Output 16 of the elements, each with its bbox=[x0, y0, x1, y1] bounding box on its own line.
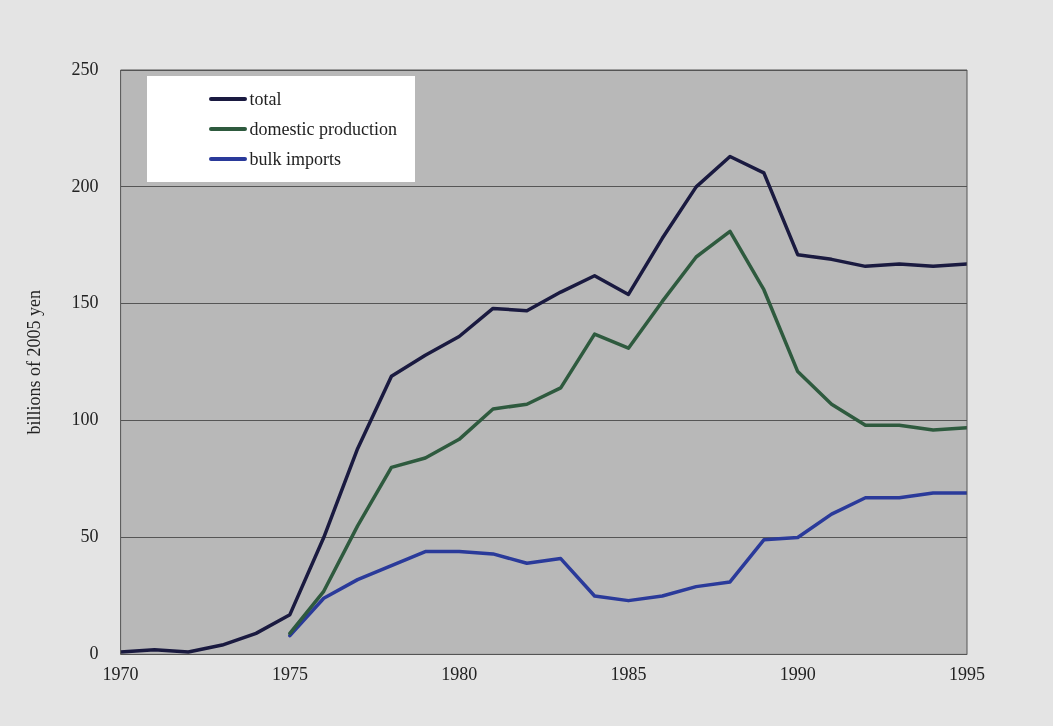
x-tick-label: 1970 bbox=[102, 663, 139, 684]
x-tick-label: 1980 bbox=[441, 663, 478, 684]
legend-label: domestic production bbox=[249, 118, 398, 140]
y-tick-label: 50 bbox=[80, 526, 99, 547]
x-tick-label: 1985 bbox=[610, 663, 647, 684]
y-tick-label: 200 bbox=[71, 175, 99, 196]
x-tick-label: 1975 bbox=[271, 663, 308, 684]
y-tick-label: 100 bbox=[71, 409, 99, 430]
y-tick-label: 150 bbox=[71, 292, 99, 313]
legend-label: total bbox=[249, 88, 282, 110]
x-tick-label: 1995 bbox=[949, 663, 985, 684]
y-tick-label: 0 bbox=[89, 643, 99, 664]
y-tick-label: 250 bbox=[71, 58, 99, 79]
x-tick-label: 1990 bbox=[779, 663, 816, 684]
y-axis-title: billions of 2005 yen bbox=[23, 289, 44, 435]
legend-label: bulk imports bbox=[249, 148, 342, 170]
